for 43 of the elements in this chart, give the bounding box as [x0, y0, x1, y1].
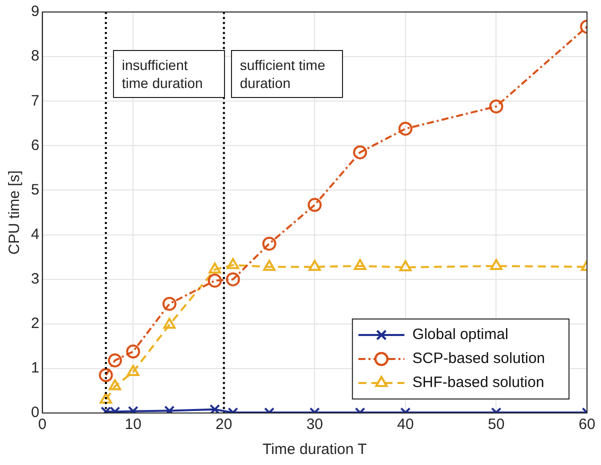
point [108, 379, 122, 390]
x-tick-label: 60 [578, 416, 596, 434]
x-tick-label: 30 [306, 416, 324, 434]
annotation: sufficient time duration [230, 50, 343, 98]
point [100, 392, 112, 404]
y-tick-label: 8 [31, 48, 40, 65]
point [226, 258, 240, 270]
point [353, 145, 368, 160]
y-axis-title: CPU time [s] [6, 170, 24, 255]
legend-label: Global optimal [412, 326, 508, 344]
y-tick-label: 1 [31, 360, 40, 377]
point [490, 258, 502, 270]
point [354, 258, 366, 270]
y-tick-label: 9 [31, 3, 40, 20]
x-tick-label: 40 [397, 416, 414, 434]
x-tick-label: 50 [488, 416, 505, 434]
point [308, 260, 321, 271]
point [263, 260, 276, 271]
y-tick-label: 5 [31, 181, 40, 198]
point [226, 272, 240, 286]
point [208, 262, 222, 274]
y-tick-label: 0 [31, 404, 40, 422]
x-axis-title: Time duration T [262, 441, 367, 458]
y-tick-label: 4 [31, 226, 40, 243]
x-tick-label: 20 [216, 416, 232, 434]
point [398, 122, 412, 136]
x-tick-label: 10 [124, 416, 142, 434]
point [163, 318, 176, 329]
y-tick-label: 2 [31, 315, 40, 332]
y-tick-label: 7 [31, 92, 40, 110]
point [210, 404, 220, 413]
point [162, 296, 176, 311]
point [262, 236, 276, 251]
y-tick-label: 3 [31, 270, 40, 288]
point [126, 365, 140, 376]
annotation: insufficient time duration [112, 50, 225, 98]
legend-label: SCP-based solution [412, 350, 545, 368]
point [399, 260, 412, 272]
point [208, 274, 222, 288]
y-tick-label: 6 [31, 136, 40, 154]
point [308, 198, 322, 212]
point [489, 99, 504, 114]
legend-label: SHF-based solution [412, 374, 544, 392]
